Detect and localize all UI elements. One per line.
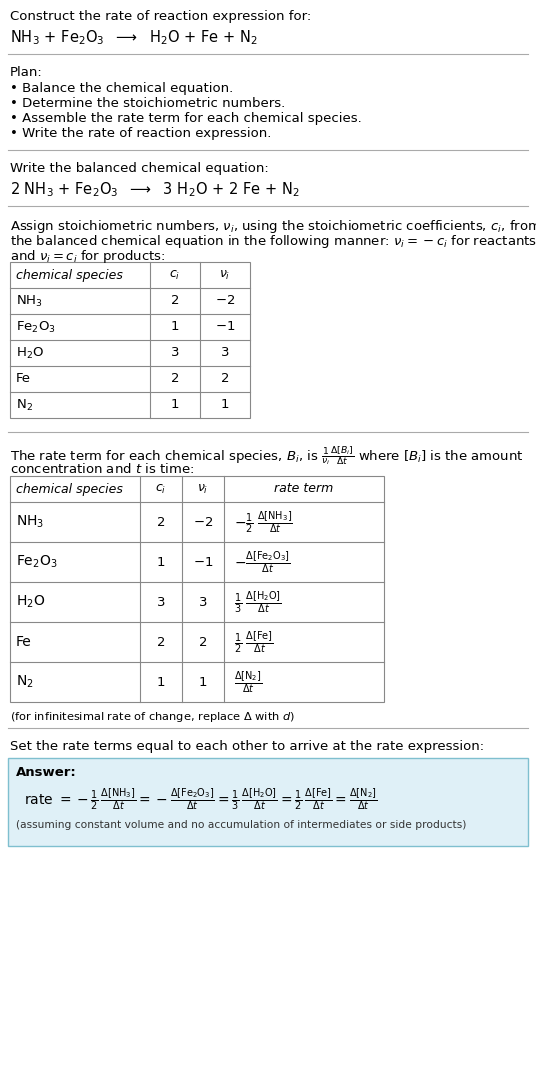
- Text: (assuming constant volume and no accumulation of intermediates or side products): (assuming constant volume and no accumul…: [16, 820, 466, 829]
- Text: $\frac{1}{3}\;\frac{\Delta[\mathrm{H_2O}]}{\Delta t}$: $\frac{1}{3}\;\frac{\Delta[\mathrm{H_2O}…: [234, 589, 281, 615]
- Text: $\mathregular{NH_3}$: $\mathregular{NH_3}$: [16, 513, 44, 530]
- Text: 2: 2: [221, 373, 229, 386]
- Text: 1: 1: [157, 556, 165, 569]
- Text: chemical species: chemical species: [16, 483, 123, 496]
- Text: Fe: Fe: [16, 373, 31, 386]
- Text: $\mathregular{NH_3}$: $\mathregular{NH_3}$: [16, 293, 43, 308]
- Text: 2: 2: [171, 373, 179, 386]
- Text: • Write the rate of reaction expression.: • Write the rate of reaction expression.: [10, 128, 271, 140]
- Text: $\frac{1}{2}\;\frac{\Delta[\mathrm{Fe}]}{\Delta t}$: $\frac{1}{2}\;\frac{\Delta[\mathrm{Fe}]}…: [234, 629, 273, 655]
- Bar: [10, 262, 250, 417]
- Text: Construct the rate of reaction expression for:: Construct the rate of reaction expressio…: [10, 10, 311, 23]
- Text: 1: 1: [199, 676, 207, 689]
- Text: 1: 1: [157, 676, 165, 689]
- Text: 3: 3: [171, 347, 179, 360]
- Text: 2 $\mathregular{NH_3}$ + $\mathregular{Fe_2O_3}$  $\longrightarrow$  3 $\mathreg: 2 $\mathregular{NH_3}$ + $\mathregular{F…: [10, 180, 300, 198]
- Text: 1: 1: [221, 399, 229, 412]
- Text: $\mathregular{N_2}$: $\mathregular{N_2}$: [16, 674, 34, 690]
- Text: $\mathregular{NH_3}$ + $\mathregular{Fe_2O_3}$  $\longrightarrow$  $\mathregular: $\mathregular{NH_3}$ + $\mathregular{Fe_…: [10, 28, 258, 47]
- Text: 3: 3: [199, 595, 207, 608]
- Text: $\nu_i$: $\nu_i$: [219, 268, 230, 281]
- Text: $-1$: $-1$: [193, 556, 213, 569]
- Text: • Assemble the rate term for each chemical species.: • Assemble the rate term for each chemic…: [10, 112, 362, 125]
- Text: 2: 2: [199, 635, 207, 649]
- Text: $-2$: $-2$: [215, 294, 235, 307]
- Text: $-2$: $-2$: [193, 516, 213, 529]
- Text: rate $= -\frac{1}{2}\,\frac{\Delta[\mathrm{NH_3}]}{\Delta t}= -\frac{\Delta[\mat: rate $= -\frac{1}{2}\,\frac{\Delta[\math…: [24, 786, 377, 812]
- Text: chemical species: chemical species: [16, 268, 123, 281]
- Text: $-1$: $-1$: [215, 320, 235, 334]
- Text: Write the balanced chemical equation:: Write the balanced chemical equation:: [10, 162, 269, 175]
- Text: concentration and $t$ is time:: concentration and $t$ is time:: [10, 462, 194, 476]
- FancyBboxPatch shape: [8, 758, 528, 846]
- Text: 1: 1: [171, 320, 179, 334]
- Text: 2: 2: [157, 516, 165, 529]
- Text: • Determine the stoichiometric numbers.: • Determine the stoichiometric numbers.: [10, 97, 285, 110]
- Text: 2: 2: [171, 294, 179, 307]
- Text: $\frac{\Delta[\mathrm{N_2}]}{\Delta t}$: $\frac{\Delta[\mathrm{N_2}]}{\Delta t}$: [234, 669, 262, 694]
- Text: $c_i$: $c_i$: [169, 268, 181, 281]
- Text: Answer:: Answer:: [16, 766, 77, 779]
- Text: $\mathregular{N_2}$: $\mathregular{N_2}$: [16, 398, 33, 412]
- Text: $\mathregular{H_2O}$: $\mathregular{H_2O}$: [16, 594, 45, 610]
- Text: $-\frac{1}{2}\;\frac{\Delta[\mathrm{NH_3}]}{\Delta t}$: $-\frac{1}{2}\;\frac{\Delta[\mathrm{NH_3…: [234, 509, 293, 535]
- Text: 2: 2: [157, 635, 165, 649]
- Text: • Balance the chemical equation.: • Balance the chemical equation.: [10, 82, 233, 95]
- Text: $c_i$: $c_i$: [155, 483, 167, 496]
- Text: $\mathregular{Fe_2O_3}$: $\mathregular{Fe_2O_3}$: [16, 319, 56, 335]
- Text: 3: 3: [157, 595, 165, 608]
- Text: $\nu_i$: $\nu_i$: [197, 483, 209, 496]
- Text: $-\frac{\Delta[\mathrm{Fe_2O_3}]}{\Delta t}$: $-\frac{\Delta[\mathrm{Fe_2O_3}]}{\Delta…: [234, 549, 291, 574]
- Text: Plan:: Plan:: [10, 66, 43, 78]
- Text: $\mathregular{H_2O}$: $\mathregular{H_2O}$: [16, 346, 44, 361]
- Text: 1: 1: [171, 399, 179, 412]
- Bar: [10, 476, 384, 702]
- Text: Fe: Fe: [16, 635, 32, 649]
- Text: The rate term for each chemical species, $B_i$, is $\frac{1}{\nu_i}\frac{\Delta[: The rate term for each chemical species,…: [10, 444, 524, 467]
- Text: Set the rate terms equal to each other to arrive at the rate expression:: Set the rate terms equal to each other t…: [10, 740, 484, 753]
- Text: the balanced chemical equation in the following manner: $\nu_i = -c_i$ for react: the balanced chemical equation in the fo…: [10, 233, 536, 250]
- Text: (for infinitesimal rate of change, replace $\Delta$ with $d$): (for infinitesimal rate of change, repla…: [10, 710, 295, 724]
- Text: 3: 3: [221, 347, 229, 360]
- Text: $\mathregular{Fe_2O_3}$: $\mathregular{Fe_2O_3}$: [16, 554, 58, 570]
- Text: Assign stoichiometric numbers, $\nu_i$, using the stoichiometric coefficients, $: Assign stoichiometric numbers, $\nu_i$, …: [10, 218, 536, 235]
- Text: and $\nu_i = c_i$ for products:: and $\nu_i = c_i$ for products:: [10, 249, 166, 265]
- Text: rate term: rate term: [274, 483, 333, 496]
